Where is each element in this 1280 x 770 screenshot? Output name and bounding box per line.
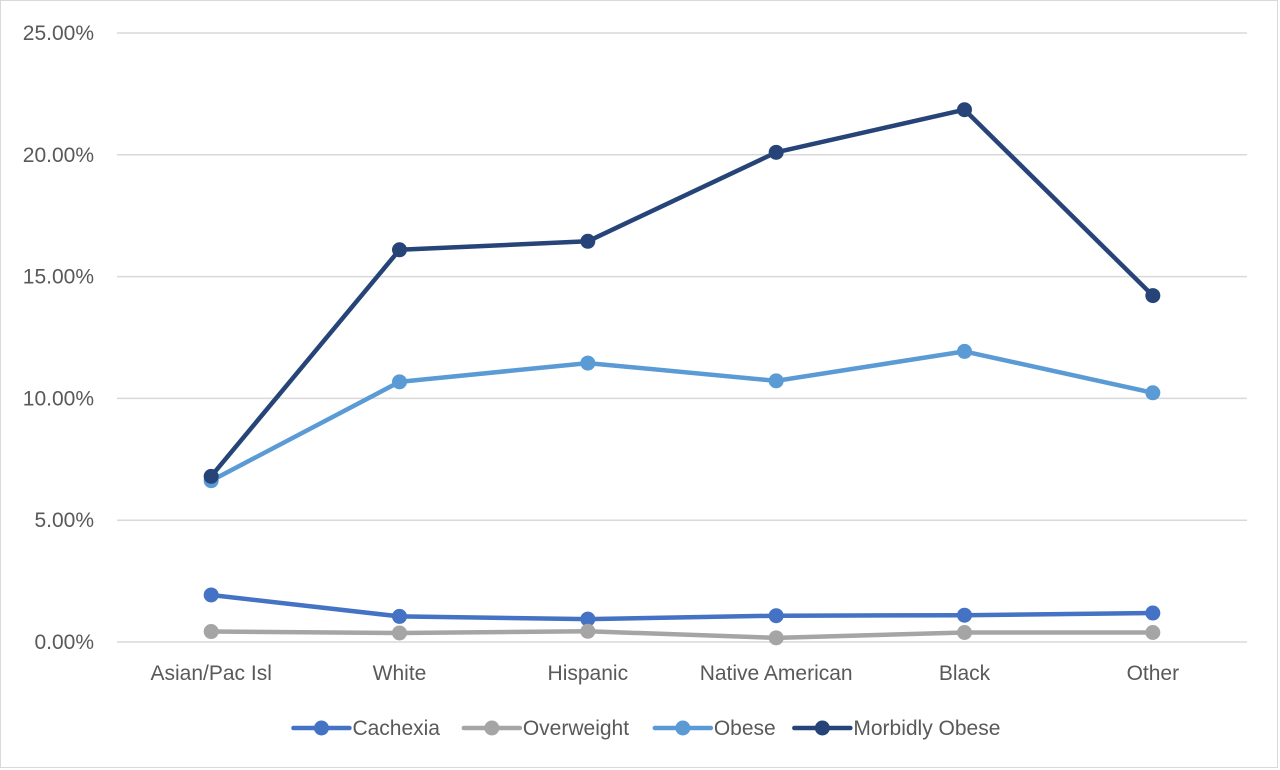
data-point <box>768 608 784 624</box>
data-point <box>957 607 972 623</box>
legend-swatch-marker <box>313 720 329 736</box>
data-point <box>392 374 407 390</box>
series-line <box>208 107 1156 479</box>
legend-label: Obese <box>714 717 776 740</box>
series-line <box>208 349 1156 483</box>
series-cachexia <box>203 587 1161 627</box>
legend-swatch-marker <box>675 720 691 736</box>
data-point <box>1145 288 1161 304</box>
x-tick-label: Native American <box>700 662 853 685</box>
y-tick-label: 25.00% <box>23 22 94 45</box>
data-point <box>768 144 784 160</box>
data-point <box>580 233 596 249</box>
data-point <box>580 355 596 371</box>
data-point <box>957 343 972 359</box>
data-point <box>392 608 407 624</box>
x-tick-label: White <box>373 662 427 685</box>
y-tick-label: 5.00% <box>34 509 94 532</box>
gridlines <box>117 32 1247 643</box>
legend-label: Overweight <box>523 717 629 740</box>
series-overweight <box>203 623 1161 646</box>
x-tick-label: Asian/Pac Isl <box>150 662 271 685</box>
y-tick-label: 0.00% <box>34 631 94 654</box>
data-point <box>392 625 407 641</box>
data-point <box>957 624 972 640</box>
data-point <box>768 373 784 389</box>
data-point <box>1145 385 1161 401</box>
data-point <box>203 468 219 484</box>
y-tick-label: 10.00% <box>23 387 94 410</box>
legend: Cachexia Overweight Obese Morbidly Obese <box>291 717 1000 740</box>
x-tick-label: Black <box>939 662 991 685</box>
data-point <box>1145 624 1161 640</box>
legend-swatch-marker <box>814 720 830 736</box>
legend-item: Overweight <box>461 717 629 740</box>
legend-item: Morbidly Obese <box>792 717 1000 740</box>
data-point <box>392 242 407 258</box>
data-point <box>203 587 219 603</box>
series-line <box>208 629 1156 641</box>
y-axis-tick-labels: 0.00% 5.00% 10.00% 15.00% 20.00% 25.00% <box>23 22 94 654</box>
legend-item: Obese <box>652 717 776 740</box>
legend-swatch-marker <box>484 720 500 736</box>
series-obese <box>203 343 1161 489</box>
data-point <box>1145 605 1161 621</box>
data-point <box>580 623 596 639</box>
legend-item: Cachexia <box>291 717 440 740</box>
y-tick-label: 15.00% <box>23 266 94 289</box>
x-tick-label: Other <box>1127 662 1180 685</box>
y-tick-label: 20.00% <box>23 144 94 167</box>
data-point <box>203 624 219 640</box>
series-morbidly-obese <box>203 102 1161 484</box>
series-line <box>208 592 1156 622</box>
x-axis-tick-labels: Asian/Pac Isl White Hispanic Native America… <box>150 662 1179 685</box>
data-point <box>580 611 596 627</box>
legend-label: Morbidly Obese <box>853 717 1000 740</box>
data-point <box>957 102 972 118</box>
legend-label: Cachexia <box>352 717 440 740</box>
data-point <box>768 630 784 646</box>
x-tick-label: Hispanic <box>548 662 629 685</box>
series-layer <box>203 102 1161 646</box>
